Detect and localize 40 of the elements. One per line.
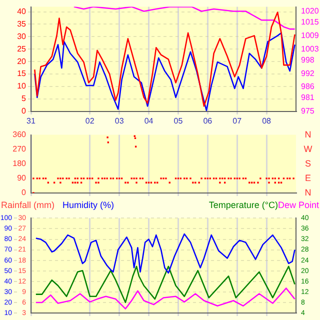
y-tick-label: 180 — [12, 159, 27, 168]
y-axis-title: Humidity (%) — [62, 200, 114, 212]
x-tick-label: 04 — [144, 116, 154, 126]
text: N — [304, 129, 312, 140]
y2-tick-label: 981 — [301, 93, 315, 102]
x-tick-label: 05 — [174, 116, 184, 126]
text: S — [304, 158, 312, 168]
x-tick-label: 03 — [114, 116, 124, 126]
y2-axis-title: Temperature (°C) — [208, 200, 278, 212]
x-tick-label: 06 — [203, 116, 213, 126]
y-tick-label: 360 — [12, 130, 27, 140]
y-tick-label: 0 — [22, 106, 27, 116]
y2-tick-label: 975 — [301, 106, 315, 116]
x-tick-label: 08 — [262, 116, 272, 126]
text: N — [304, 187, 312, 198]
y2-tick-label: 998 — [301, 55, 315, 64]
text: Dew Point — [278, 200, 319, 212]
y2-tick-label: 1009 — [301, 30, 320, 40]
y-tick-label: 30 — [17, 32, 27, 41]
y-tick-label: 25 — [17, 44, 27, 54]
x-tick-label: 07 — [232, 116, 242, 126]
y2-tick-label: 1020 — [301, 6, 320, 16]
y2-tick-label: 1003 — [301, 44, 320, 54]
y-tick-label: 40 — [17, 6, 27, 16]
y-tick-label: 0 — [22, 188, 27, 198]
y-tick-label: 20 — [17, 56, 27, 66]
y-tick-label: 35 — [17, 19, 27, 28]
text: W — [304, 144, 313, 154]
x-tick-label: 31 — [26, 116, 36, 126]
y3-axis-title: Rainfall (mm) — [1, 200, 55, 212]
y-tick-label: 10 — [17, 82, 27, 91]
y-tick-label: 90 — [17, 174, 27, 183]
x-tick-label: 02 — [85, 116, 95, 126]
y2-tick-label: 1015 — [301, 18, 320, 27]
text: E — [304, 172, 312, 183]
y-tick-label: 15 — [17, 69, 27, 78]
y-tick-label: 5 — [22, 94, 27, 104]
y2-tick-label: 986 — [301, 82, 315, 92]
y2-tick-label: 992 — [301, 68, 315, 78]
y-tick-label: 270 — [12, 144, 27, 154]
